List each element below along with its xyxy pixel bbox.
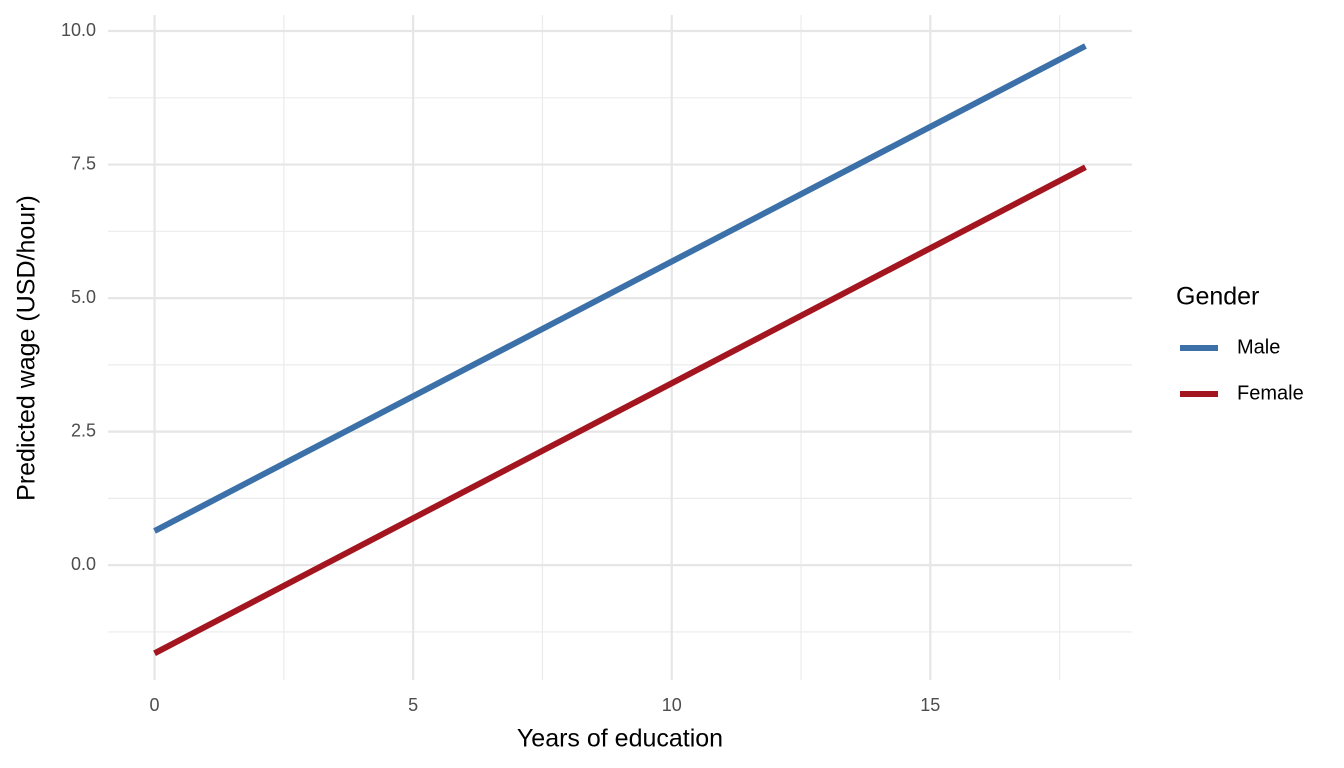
legend-label: Female xyxy=(1237,382,1304,404)
series-line xyxy=(153,43,1087,534)
y-axis-title: Predicted wage (USD/hour) xyxy=(13,195,41,501)
y-tick-label: 2.5 xyxy=(71,420,96,440)
x-tick-label: 5 xyxy=(408,695,418,715)
y-tick-label: 10.0 xyxy=(61,20,96,40)
legend-label: Male xyxy=(1237,336,1280,358)
x-axis-title: Years of education xyxy=(517,725,723,753)
y-tick-label: 7.5 xyxy=(71,153,96,173)
y-tick-label: 5.0 xyxy=(71,287,96,307)
x-tick-label: 0 xyxy=(150,695,160,715)
y-tick-label: 0.0 xyxy=(71,554,96,574)
x-tick-label: 15 xyxy=(920,695,940,715)
series-line xyxy=(153,164,1087,656)
legend-title: Gender xyxy=(1176,283,1259,311)
x-tick-label: 10 xyxy=(662,695,682,715)
